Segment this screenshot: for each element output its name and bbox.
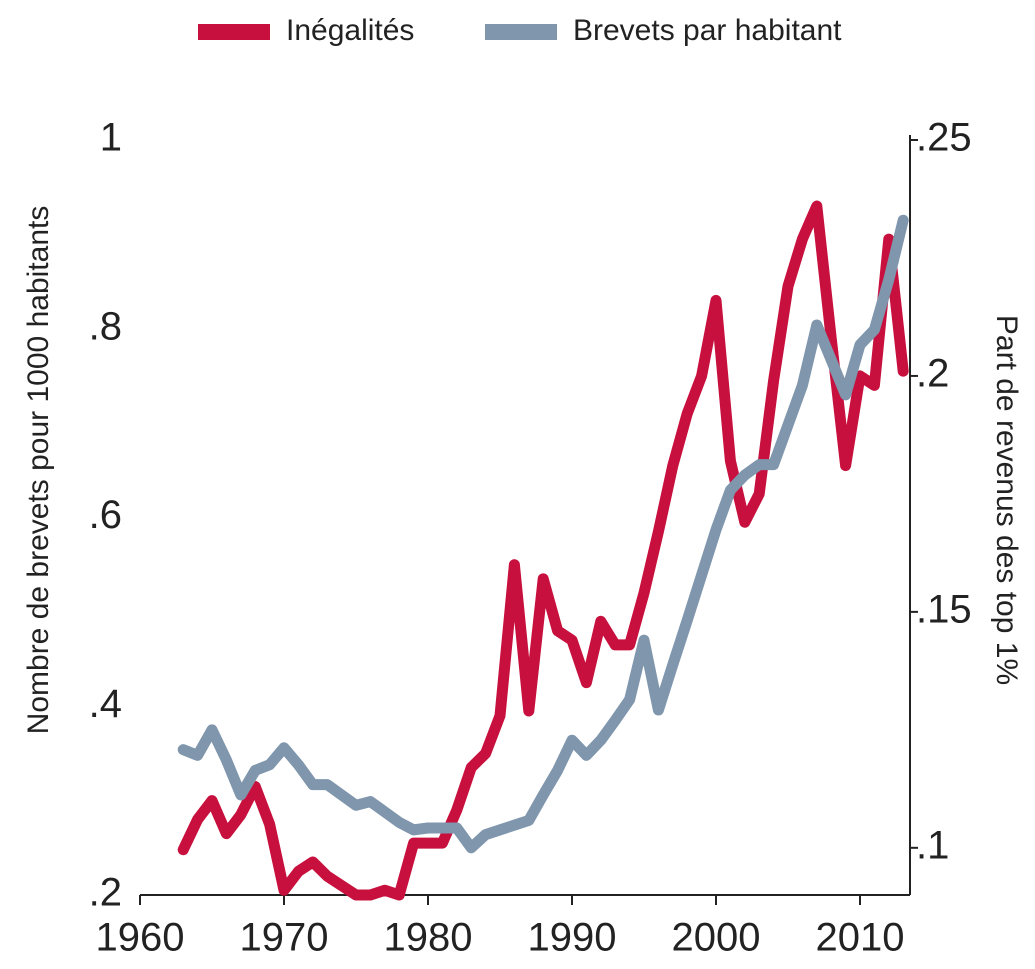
x-tick-label: 1980 — [384, 916, 473, 960]
line-series — [177, 200, 909, 901]
y2-tick-label: .15 — [916, 587, 972, 631]
y-tick-label: 1 — [100, 116, 122, 160]
x-tick-label: 2010 — [816, 916, 905, 960]
y-tick-label: .6 — [89, 493, 122, 537]
y-tick-label: .4 — [89, 682, 122, 726]
legend-label: Brevets par habitant — [573, 14, 842, 47]
x-tick-label: 1960 — [96, 916, 185, 960]
y2-tick-label: .2 — [916, 352, 949, 396]
x-tick-label: 2000 — [672, 916, 761, 960]
y-tick-label: .2 — [89, 871, 122, 915]
legend-swatch — [198, 24, 270, 40]
legend-swatch — [485, 24, 557, 40]
y2-tick-label: .25 — [916, 116, 972, 160]
legend-label: Inégalités — [286, 14, 414, 47]
y-axis-label: Nombre de brevets pour 1000 habitants — [22, 206, 55, 735]
x-tick-label: 1990 — [528, 916, 617, 960]
line-series — [177, 214, 909, 854]
x-tick-label: 1970 — [240, 916, 329, 960]
y2-tick-label: .1 — [916, 823, 949, 867]
y2-axis-label: Part de revenus des top 1% — [990, 315, 1023, 685]
y-tick-label: .8 — [89, 304, 122, 348]
